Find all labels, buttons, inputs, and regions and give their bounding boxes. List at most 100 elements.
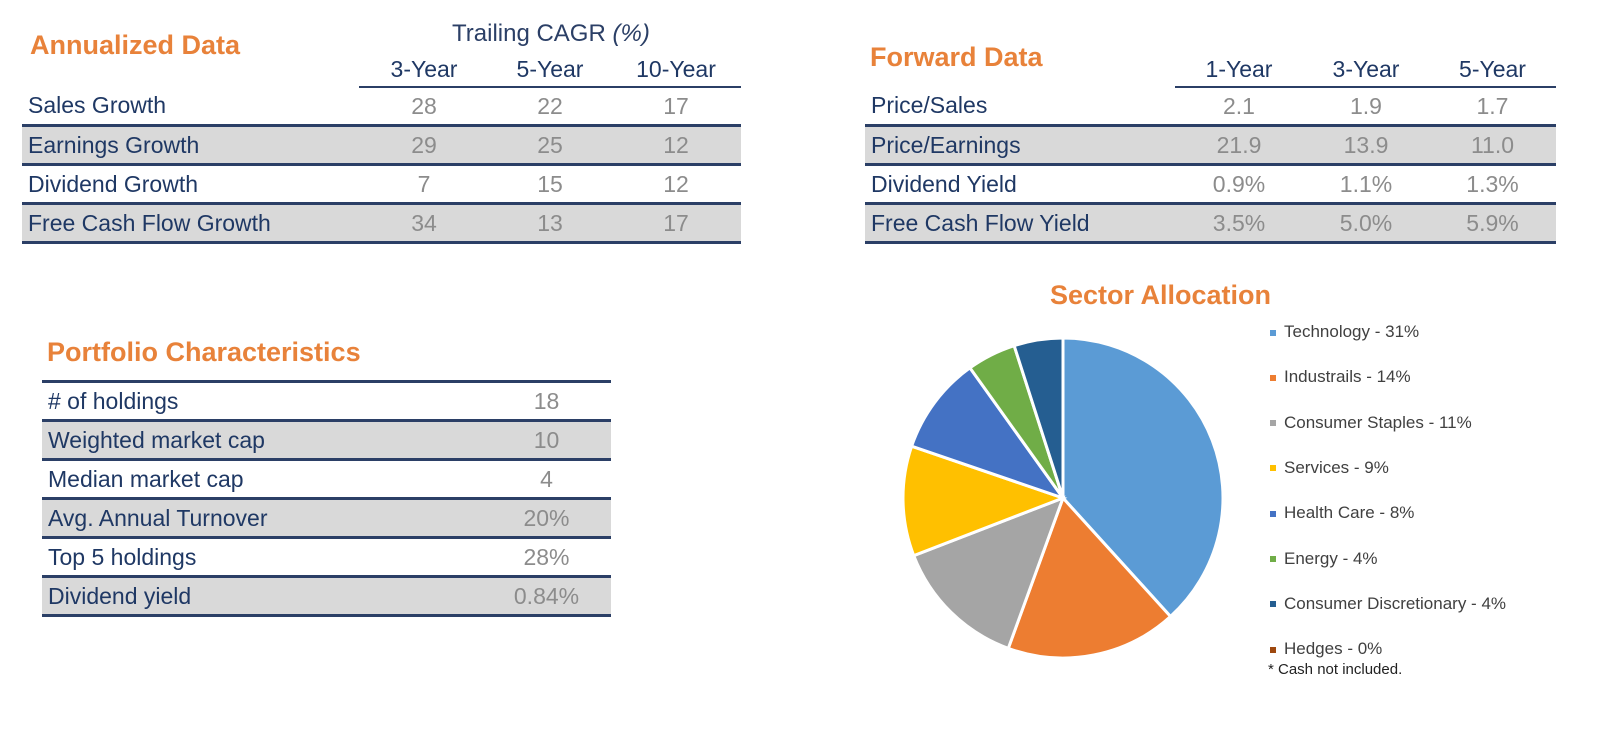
legend-item: Services - 9% — [1270, 458, 1389, 478]
annualized-data-table: 3-Year 5-Year 10-Year Sales Growth 28 22… — [22, 52, 741, 244]
row-label: Sales Growth — [22, 87, 359, 127]
forward-col-header: 5-Year — [1429, 52, 1556, 88]
trailing-cagr-label: Trailing CAGR — [452, 20, 613, 47]
row-label: Dividend Growth — [22, 164, 359, 205]
row-label: Dividend yield — [42, 576, 482, 617]
table-row: Avg. Annual Turnover 20% — [42, 498, 611, 539]
table-row: Free Cash Flow Yield 3.5% 5.0% 5.9% — [865, 203, 1556, 244]
table-row: Dividend Yield 0.9% 1.1% 1.3% — [865, 164, 1556, 205]
row-value: 0.84% — [482, 576, 611, 617]
row-value: 12 — [611, 125, 741, 166]
table-row: Earnings Growth 29 25 12 — [22, 125, 741, 166]
legend-label: Services - 9% — [1284, 457, 1389, 477]
legend-label: Energy - 4% — [1284, 548, 1378, 568]
row-value: 13.9 — [1303, 125, 1429, 166]
row-value: 25 — [489, 125, 611, 166]
pie-slice-3 — [901, 444, 1068, 558]
row-value: 34 — [359, 203, 489, 244]
forward-data-title: Forward Data — [870, 42, 1043, 72]
legend-label: Technology - 31% — [1284, 322, 1420, 341]
legend-item: Consumer Staples - 11% — [1270, 413, 1472, 433]
row-label: Price/Earnings — [865, 125, 1175, 166]
row-label: Price/Sales — [865, 87, 1175, 127]
sector-allocation-title: Sector Allocation — [1050, 280, 1272, 310]
legend-label: Health Care - 8% — [1284, 503, 1415, 523]
annualized-header-blank — [22, 52, 359, 87]
annualized-header-row: 3-Year 5-Year 10-Year — [22, 52, 741, 88]
table-row: Price/Sales 2.1 1.9 1.7 — [865, 87, 1556, 127]
table-row: Top 5 holdings 28% — [42, 537, 611, 578]
forward-header-row: 1-Year 3-Year 5-Year — [865, 52, 1556, 88]
sector-allocation-pie-chart — [901, 336, 1225, 660]
row-value: 1.3% — [1429, 164, 1556, 205]
table-row: Weighted market cap 10 — [42, 420, 611, 461]
forward-col-header: 1-Year — [1175, 52, 1303, 88]
table-row: Price/Earnings 21.9 13.9 11.0 — [865, 125, 1556, 166]
row-value: 1.9 — [1303, 87, 1429, 127]
legend-swatch — [1270, 646, 1276, 653]
legend-swatch — [1270, 420, 1276, 427]
row-label: Top 5 holdings — [42, 537, 482, 578]
row-label: Dividend Yield — [865, 164, 1175, 205]
legend-item: Hedges - 0% — [1270, 639, 1382, 659]
legend-label: Industrails - 14% — [1284, 367, 1411, 387]
pie-slice-6 — [1012, 336, 1065, 499]
cash-footnote: * Cash not included. — [1268, 661, 1403, 678]
trailing-cagr-caption: Trailing CAGR (%) — [452, 20, 650, 48]
row-label: Free Cash Flow Yield — [865, 203, 1175, 244]
row-label: Median market cap — [42, 459, 482, 500]
forward-header-blank — [865, 52, 1175, 87]
legend-label: Consumer Discretionary - 4% — [1284, 593, 1507, 613]
annualized-data-title: Annualized Data — [30, 30, 241, 60]
table-row: Median market cap 4 — [42, 459, 611, 500]
legend-swatch — [1270, 329, 1276, 336]
legend-swatch — [1270, 374, 1276, 381]
annualized-col-header: 3-Year — [359, 52, 489, 88]
annualized-col-header: 10-Year — [611, 52, 741, 88]
row-label: # of holdings — [42, 381, 482, 422]
row-value: 3.5% — [1175, 203, 1303, 244]
row-value: 7 — [359, 164, 489, 205]
table-row: Dividend Growth 7 15 12 — [22, 164, 741, 205]
portfolio-characteristics-table: # of holdings 18 Weighted market cap 10 … — [42, 380, 611, 617]
row-value: 28% — [482, 537, 611, 578]
pie-slice-0 — [1061, 336, 1225, 619]
table-row: Free Cash Flow Growth 34 13 17 — [22, 203, 741, 244]
legend-item: Consumer Discretionary - 4% — [1270, 594, 1506, 614]
annualized-col-header: 5-Year — [489, 52, 611, 88]
legend-item: Industrails - 14% — [1270, 367, 1411, 387]
row-value: 5.9% — [1429, 203, 1556, 244]
row-value: 29 — [359, 125, 489, 166]
row-value: 17 — [611, 203, 741, 244]
row-value: 1.1% — [1303, 164, 1429, 205]
row-value: 28 — [359, 87, 489, 127]
table-row: Sales Growth 28 22 17 — [22, 87, 741, 127]
row-value: 15 — [489, 164, 611, 205]
row-value: 22 — [489, 87, 611, 127]
trailing-cagr-unit: (%) — [612, 20, 650, 47]
table-row: # of holdings 18 — [42, 381, 611, 422]
row-value: 12 — [611, 164, 741, 205]
row-value: 10 — [482, 420, 611, 461]
row-label: Avg. Annual Turnover — [42, 498, 482, 539]
pie-slice-4 — [909, 365, 1067, 501]
legend-swatch — [1270, 510, 1276, 517]
pie-slice-2 — [911, 495, 1066, 651]
row-value: 21.9 — [1175, 125, 1303, 166]
row-value: 4 — [482, 459, 611, 500]
table-row: Dividend yield 0.84% — [42, 576, 611, 617]
row-value: 11.0 — [1429, 125, 1556, 166]
legend-item: Energy - 4% — [1270, 549, 1378, 569]
row-value: 0.9% — [1175, 164, 1303, 205]
legend-item: Health Care - 8% — [1270, 503, 1414, 523]
legend-label: Hedges - 0% — [1284, 639, 1383, 659]
legend-swatch — [1270, 556, 1276, 563]
legend-item: Technology - 31% — [1270, 322, 1419, 342]
portfolio-characteristics-title: Portfolio Characteristics — [47, 337, 361, 367]
row-value: 5.0% — [1303, 203, 1429, 244]
row-value: 2.1 — [1175, 87, 1303, 127]
row-value: 18 — [482, 381, 611, 422]
row-label: Earnings Growth — [22, 125, 359, 166]
legend-label: Consumer Staples - 11% — [1284, 412, 1472, 432]
legend-swatch — [1270, 601, 1276, 608]
